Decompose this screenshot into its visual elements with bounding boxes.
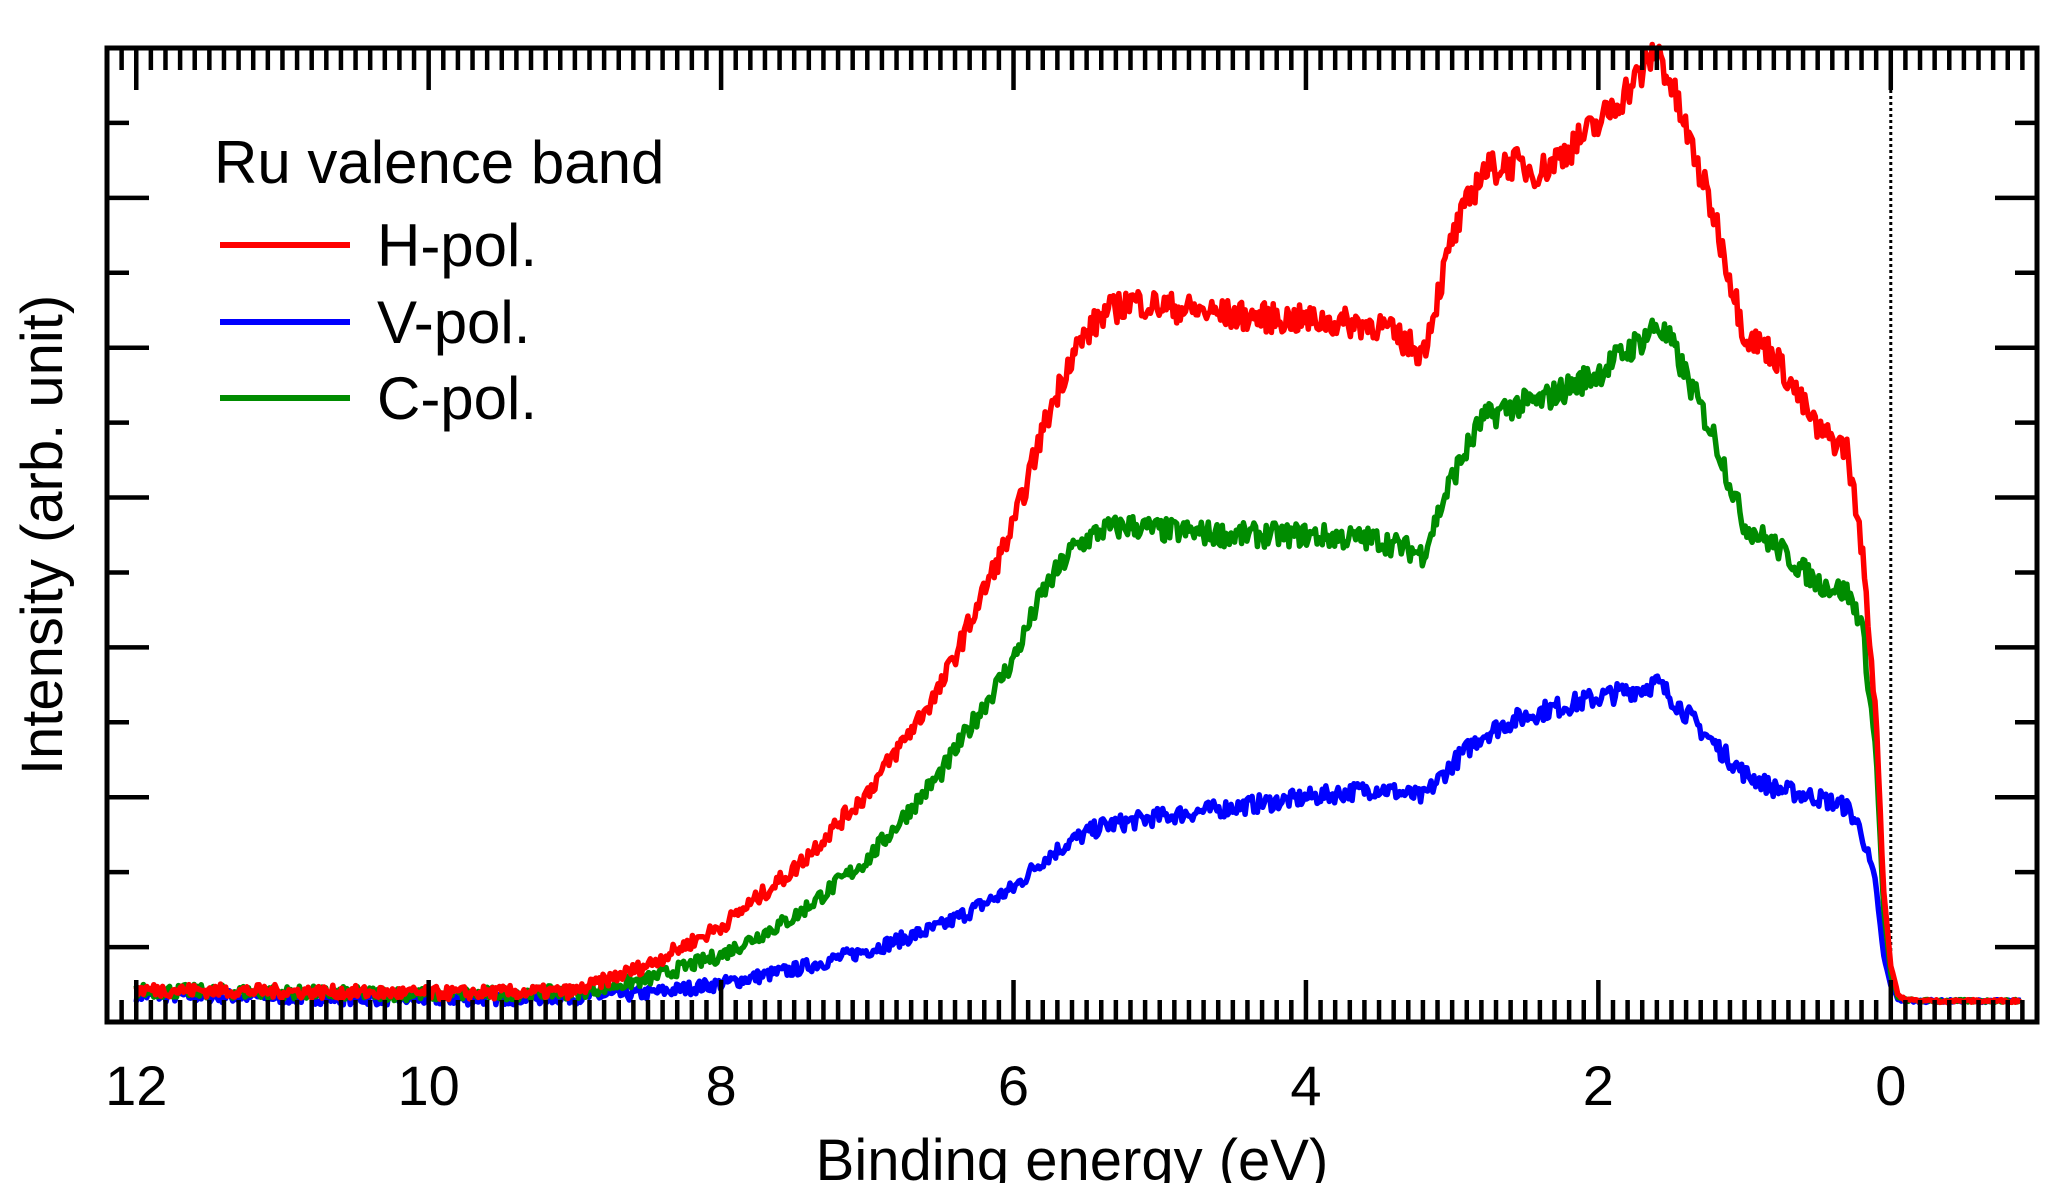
x-tick-label: 0	[1875, 1054, 1906, 1117]
x-axis-label: Binding energy (eV)	[816, 1128, 1329, 1183]
legend-title: Ru valence band	[214, 129, 664, 196]
legend: Ru valence band H-pol. V-pol. C-pol.	[214, 129, 664, 432]
legend-label-c-pol: C-pol.	[377, 365, 537, 432]
x-tick-label: 6	[998, 1054, 1029, 1117]
y-axis-label: Intensity (arb. unit)	[10, 295, 75, 775]
plot-frame	[104, 45, 2040, 1025]
legend-label-v-pol: V-pol.	[377, 289, 530, 356]
x-tick-label: 10	[398, 1054, 460, 1117]
series-line-v-pol	[133, 673, 2022, 1008]
tick-layer	[104, 45, 2040, 1025]
series-layer	[133, 41, 2023, 1008]
legend-label-h-pol: H-pol.	[377, 212, 537, 279]
x-tick-label: 2	[1583, 1054, 1614, 1117]
x-tick-labels: 12 10 8 6 4 2 0	[105, 1054, 1906, 1117]
series-line-h-pol	[133, 41, 2023, 1006]
x-tick-label: 4	[1290, 1054, 1321, 1117]
x-tick-label: 12	[105, 1054, 167, 1117]
x-tick-label: 8	[706, 1054, 737, 1117]
